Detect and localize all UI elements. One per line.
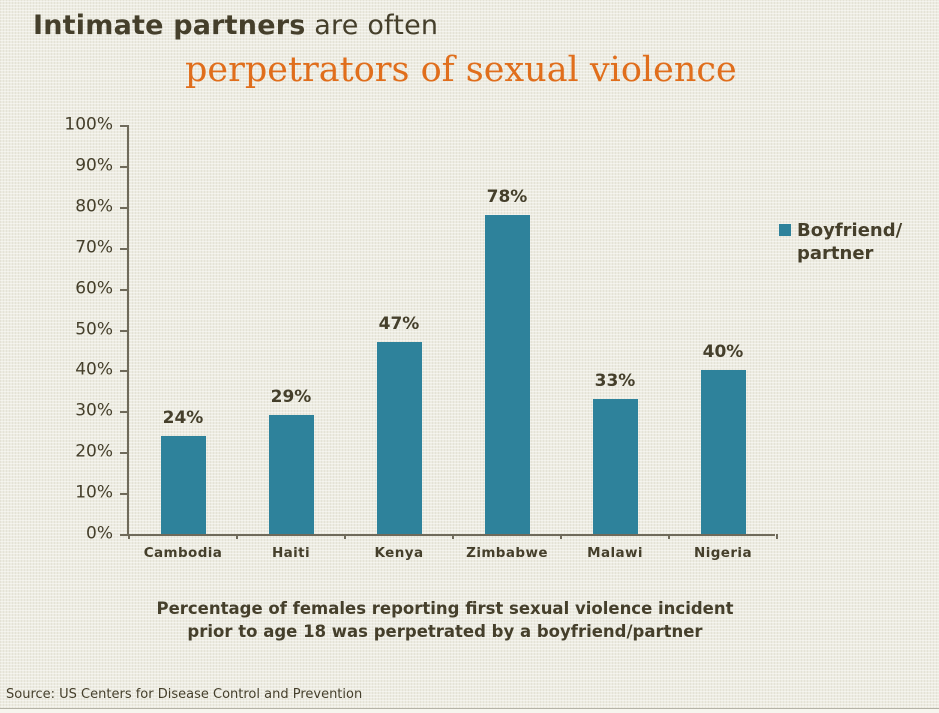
x-axis-category-label: Malawi — [587, 545, 643, 561]
y-axis-tick-mark — [120, 125, 129, 127]
bar-kenya — [376, 341, 422, 534]
bar-haiti — [268, 415, 314, 534]
y-axis-tick-label: 90% — [75, 155, 113, 176]
y-axis-tick-label: 100% — [64, 114, 113, 135]
y-axis-tick-label: 50% — [75, 319, 113, 339]
x-axis-category-label: Nigeria — [694, 545, 752, 561]
bottom-divider — [0, 708, 939, 709]
y-axis-tick-label: 80% — [75, 196, 113, 217]
slide-title-line1: Intimate partners are often — [33, 10, 438, 41]
x-axis-tick-mark — [668, 534, 670, 539]
y-axis-tick-label: 20% — [75, 441, 113, 462]
x-axis-tick-mark — [236, 534, 238, 539]
bar-value-label: 47% — [378, 313, 420, 334]
bar-value-label: 24% — [162, 407, 204, 428]
x-axis-tick-mark — [560, 534, 562, 539]
y-axis-tick-label: 70% — [75, 237, 113, 258]
bar-value-label: 29% — [270, 387, 312, 408]
y-axis-tick-mark — [120, 452, 129, 455]
x-axis-category-label: Haiti — [271, 545, 311, 561]
bottom-strip — [0, 709, 939, 713]
y-axis-tick-mark — [120, 288, 129, 291]
bar-value-label: 33% — [594, 371, 636, 392]
bar-malawi — [592, 399, 638, 534]
bar-value-label: 78% — [486, 186, 528, 207]
y-axis-tick-mark — [120, 165, 129, 168]
x-axis-category-label: Cambodia — [143, 545, 223, 561]
legend: Boyfriend/ partner — [779, 219, 902, 265]
bar-cambodia — [160, 435, 206, 534]
legend-label-line2: partner — [797, 243, 874, 264]
x-axis-category-label: Kenya — [374, 545, 424, 561]
source-note: Source: US Centers for Disease Control a… — [6, 687, 363, 702]
slide-title-rest: are often — [305, 10, 439, 41]
y-axis-tick-label: 30% — [75, 400, 113, 421]
x-axis-tick-mark — [344, 534, 346, 539]
bar-chart-plot-area: 0% 10% 20% 30% 40% 50% 60% 70% 80% 90% 100% 24% Camb… — [64, 116, 778, 561]
bar-zimbabwe — [484, 214, 530, 534]
legend-label-line1: Boyfriend/ — [797, 220, 903, 241]
x-axis-category-label: Zimbabwe — [466, 545, 548, 561]
y-axis-tick-mark — [120, 493, 129, 496]
y-axis-tick-label: 0% — [86, 523, 113, 544]
slide-title-bold: Intimate partners — [33, 10, 306, 41]
y-axis-tick-mark — [120, 329, 129, 332]
y-axis-tick-mark — [120, 206, 129, 209]
y-axis-tick-mark — [120, 411, 129, 414]
legend-label: Boyfriend/ partner — [797, 219, 902, 265]
y-axis-tick-mark — [120, 534, 129, 536]
y-axis-tick-mark — [120, 247, 129, 250]
bar-value-label: 40% — [702, 342, 744, 363]
x-axis-tick-mark — [776, 534, 778, 539]
bar-nigeria — [700, 370, 746, 534]
legend-marker-icon — [779, 224, 791, 236]
x-axis-tick-mark — [128, 534, 130, 539]
y-axis-tick-label: 40% — [75, 359, 113, 380]
chart-caption: Percentage of females reporting first se… — [70, 597, 820, 643]
chart-caption-line2: prior to age 18 was perpetrated by a boy… — [187, 622, 703, 641]
y-axis-tick-label: 10% — [75, 482, 113, 503]
x-axis-tick-mark — [452, 534, 454, 539]
slide-title-line2: perpetrators of sexual violence — [185, 50, 737, 90]
y-axis-tick-mark — [120, 370, 129, 373]
y-axis-tick-label: 60% — [75, 278, 113, 299]
chart-caption-line1: Percentage of females reporting first se… — [156, 599, 734, 618]
